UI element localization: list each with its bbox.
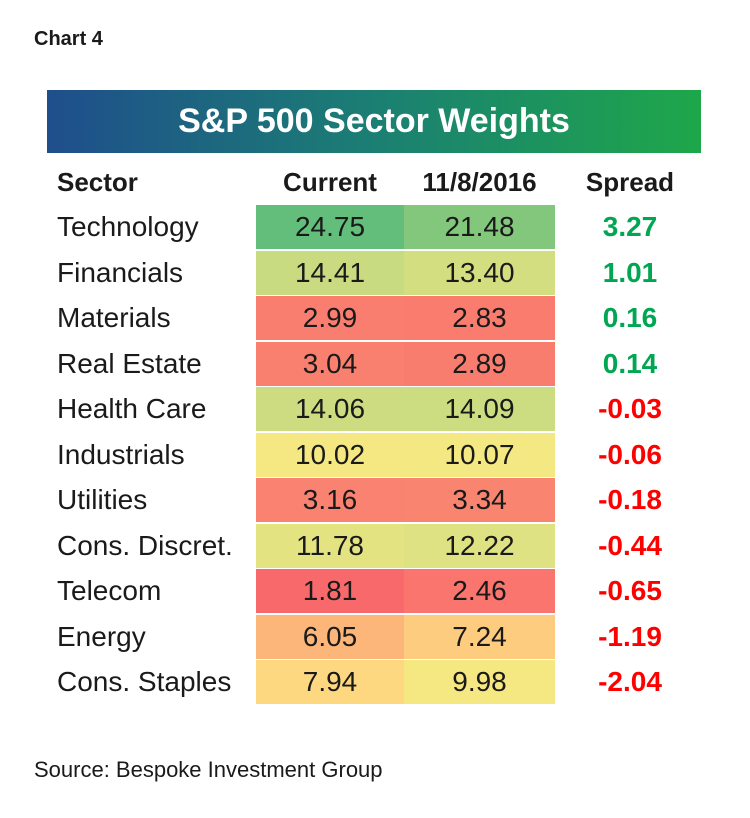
spread-value: 3.27: [602, 211, 658, 242]
spread-value: 1.01: [602, 256, 658, 288]
current-weight-cell: 3.04: [256, 341, 404, 386]
header-current: Current: [283, 167, 377, 197]
date-weight-cell: 2.83: [404, 296, 555, 340]
spread-value: -2.04: [598, 666, 662, 697]
sector-name: Technology: [57, 211, 199, 242]
table-row: Cons. Staples 7.94 9.98 -2.04: [0, 660, 750, 704]
table-row: Utilities 3.16 3.34 -0.18: [0, 478, 750, 522]
current-weight-cell: 6.05: [256, 614, 404, 659]
current-weight-cell: 10.02: [256, 432, 404, 477]
spread-value: -0.44: [598, 529, 662, 561]
current-weight-cell: 3.16: [256, 478, 404, 522]
table-row: Technology 24.75 21.48 3.27: [0, 205, 750, 249]
current-weight-cell: 1.81: [256, 569, 404, 613]
date-weight-cell: 2.46: [404, 569, 555, 613]
table-row: Industrials 10.02 10.07 -0.06: [0, 432, 750, 477]
sector-name: Cons. Discret.: [57, 529, 233, 561]
table-title-banner: S&P 500 Sector Weights: [47, 90, 701, 153]
date-weight-cell: 21.48: [404, 205, 555, 249]
current-weight-cell: 2.99: [256, 296, 404, 340]
spread-value: -0.03: [598, 393, 662, 424]
table-title: S&P 500 Sector Weights: [178, 102, 570, 140]
date-weight-cell: 10.07: [404, 432, 555, 477]
table-row: Health Care 14.06 14.09 -0.03: [0, 387, 750, 431]
date-weight-cell: 9.98: [404, 660, 555, 704]
current-weight-cell: 24.75: [256, 205, 404, 249]
spread-value: -0.06: [598, 438, 662, 470]
sector-name: Utilities: [57, 484, 148, 515]
source-note: Source: Bespoke Investment Group: [34, 757, 383, 782]
date-weight-cell: 14.09: [404, 387, 555, 431]
spread-value: 0.16: [602, 302, 658, 333]
current-weight-cell: 14.41: [256, 250, 404, 295]
table-row: Energy 6.05 7.24 -1.19: [0, 614, 750, 659]
sector-name: Financials: [57, 256, 184, 288]
sector-name: Energy: [57, 620, 146, 652]
table-row: Cons. Discret. 11.78 12.22 -0.44: [0, 523, 750, 568]
sector-name: Materials: [57, 302, 171, 333]
table-row: Materials 2.99 2.83 0.16: [0, 296, 750, 340]
date-weight-cell: 7.24: [404, 614, 555, 659]
sector-name: Telecom: [57, 575, 162, 606]
date-weight-cell: 12.22: [404, 523, 555, 568]
current-weight-cell: 14.06: [256, 387, 404, 431]
table-row: Telecom 1.81 2.46 -0.65: [0, 569, 750, 613]
spread-value: -0.65: [598, 575, 662, 606]
current-weight-cell: 11.78: [256, 523, 404, 568]
spread-value: -1.19: [598, 620, 662, 652]
date-weight-cell: 2.89: [404, 341, 555, 386]
current-weight-cell: 7.94: [256, 660, 404, 704]
chart-label: Chart 4: [34, 28, 103, 50]
spread-value: -0.18: [598, 484, 662, 515]
sector-name: Cons. Staples: [57, 666, 232, 697]
date-weight-cell: 3.34: [404, 478, 555, 522]
date-weight-cell: 13.40: [404, 250, 555, 295]
sector-name: Real Estate: [57, 347, 202, 379]
sector-name: Industrials: [57, 438, 185, 470]
table-row: Financials 14.41 13.40 1.01: [0, 250, 750, 295]
header-date: 11/8/2016: [422, 167, 537, 197]
sector-name: Health Care: [57, 393, 207, 424]
header-sector: Sector: [57, 167, 138, 197]
table-row: Real Estate 3.04 2.89 0.14: [0, 341, 750, 386]
header-spread: Spread: [585, 167, 675, 197]
spread-value: 0.14: [602, 347, 658, 379]
